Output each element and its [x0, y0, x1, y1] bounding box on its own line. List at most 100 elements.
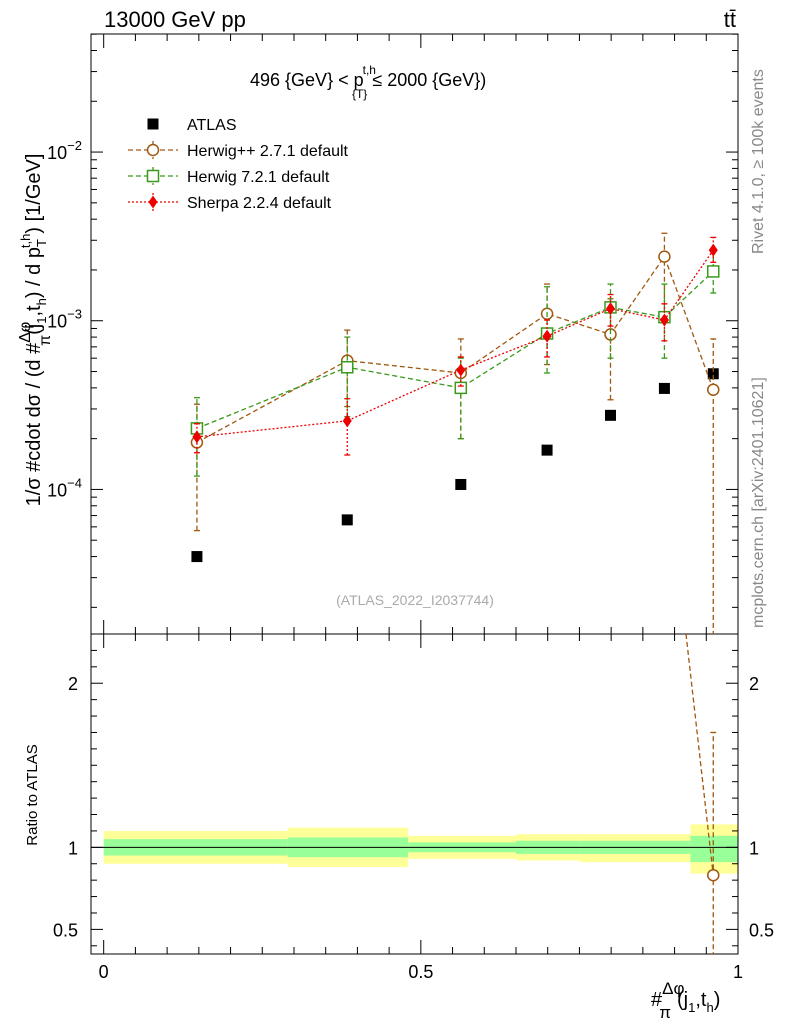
main-y-tick-exp: −4: [67, 475, 82, 490]
ylabel-e-sup: t,h: [18, 234, 33, 248]
main-y-tick-base: 10: [47, 480, 67, 500]
xlabel-b-sub: 1: [688, 1000, 695, 1015]
ratio-y-axis-ticks: 0.5 0.5 1 1 2 2: [53, 649, 774, 947]
point-atlas-1: [341, 514, 353, 526]
legend-item-herwigpp: Herwig++ 2.7.1 default: [128, 141, 349, 160]
xlabel-frac-num: Δφ: [662, 979, 684, 998]
legend-marker-herwig7: [146, 169, 160, 183]
legend-marker-herwigpp: [146, 143, 160, 157]
series-herwigpp: [190, 232, 720, 634]
point-sherpa-5: [659, 313, 669, 327]
ylabel-part-f: ) [1/GeV]: [23, 154, 45, 234]
ylabel-b-sub: 1: [34, 317, 49, 324]
point-herwig7-1: [341, 361, 354, 374]
main-y-tick-label-0: 10−4: [47, 475, 82, 500]
point-atlas-2: [455, 478, 467, 490]
ylabel-c-sub: h: [34, 298, 49, 305]
point-atlas-3: [541, 444, 553, 456]
x-tick-label-1: 0.5: [408, 962, 433, 982]
main-y-tick-label-1: 10−3: [47, 307, 82, 332]
ratio-y-tick-label-left-1: 1: [68, 838, 78, 858]
legend-label-herwig7: Herwig 7.2.1 default: [187, 169, 330, 186]
xlabel-c-sub: h: [706, 1000, 713, 1015]
ylabel-part-d: ) / d p: [23, 247, 45, 298]
xlabel-part-a: #: [651, 989, 663, 1011]
ratio-y-tick-label-right-0: 0.5: [749, 920, 774, 940]
point-sherpa-3: [542, 329, 552, 343]
line-herwig7: [196, 270, 714, 430]
x-tick-label-0: 0: [99, 962, 109, 982]
xlabel-part-b: (j: [677, 989, 688, 1011]
ratio-uncertainty-bands: [103, 824, 738, 874]
point-herwigpp-5: [658, 250, 671, 263]
ratio-y-tick-label-left-2: 2: [68, 674, 78, 694]
plot-title-pre: 496 {GeV} < p: [250, 70, 364, 90]
legend-label-sherpa: Sherpa 2.2.4 default: [187, 195, 332, 212]
energy-label: 13000 GeV pp: [104, 7, 246, 32]
process-label: tt̄: [724, 7, 736, 32]
plot-title-sub: {T}: [352, 87, 367, 101]
ylabel-frac-num: Δφ: [17, 322, 34, 343]
point-sherpa-4: [606, 302, 616, 316]
x-axis-label: #Δφ π (j1,th): [651, 979, 720, 1022]
ratio-y-tick-label-right-2: 2: [749, 674, 759, 694]
band-inner-6: [690, 835, 738, 863]
point-atlas-4: [605, 409, 617, 421]
main-y-tick-label-2: 10−2: [47, 138, 82, 163]
point-herwig7-6: [707, 265, 720, 278]
ratio-y-axis-label: Ratio to ATLAS: [24, 744, 41, 845]
plot-title-post: ≤ 2000 {GeV}): [367, 70, 486, 90]
xlabel-frac-den: π: [659, 1003, 671, 1022]
xlabel-part-c: ,t: [695, 989, 707, 1011]
ylabel-part-b: (j: [23, 324, 45, 335]
mcplots-label: mcplots.cern.ch [arXiv:2401.10621]: [750, 377, 767, 628]
ylabel-frac-den: π: [37, 335, 54, 346]
main-y-axis-ticks: 10−410−310−2: [47, 33, 738, 608]
analysis-watermark: (ATLAS_2022_I2037744): [336, 592, 494, 608]
ratio-series-herwigpp: [685, 634, 720, 954]
main-data-series: [190, 232, 720, 634]
point-sherpa-6: [708, 243, 718, 257]
ratio-plot-frame: [90, 633, 739, 955]
series-sherpa: [192, 236, 718, 456]
main-y-tick-base: 10: [47, 312, 67, 332]
point-sherpa-2: [456, 363, 466, 377]
main-y-tick-exp: −3: [67, 307, 82, 322]
point-herwigpp-6: [707, 383, 720, 396]
point-sherpa-0: [192, 430, 202, 444]
rivet-version-label: Rivet 4.1.0, ≥ 100k events: [750, 69, 767, 254]
point-herwig7-2: [454, 381, 468, 395]
legend: ATLAS Herwig++ 2.7.1 default Herwig 7.2.1 …: [128, 117, 349, 212]
xlabel-part-d: ): [714, 989, 721, 1011]
point-atlas-6: [707, 368, 719, 380]
ratio-point-herwigpp: [707, 868, 720, 882]
legend-item-sherpa: Sherpa 2.2.4 default: [128, 193, 332, 212]
legend-marker-sherpa: [148, 195, 158, 209]
ratio-data-series: [685, 634, 720, 954]
ylabel-part-a: 1/σ #cdot dσ / (d #: [23, 342, 45, 507]
main-y-axis-label: 1/σ #cdot dσ / (d #Δφ π(j1,th) / d pTt,h)…: [17, 154, 54, 507]
x-tick-label-2: 1: [733, 962, 743, 982]
ratio-y-tick-label-left-0: 0.5: [53, 920, 78, 940]
line-sherpa: [196, 249, 714, 438]
series-atlas: [191, 368, 719, 563]
series-herwig7: [190, 251, 720, 477]
main-y-tick-exp: −2: [67, 138, 82, 153]
plot-title-sup: t,h: [363, 63, 376, 77]
plot-title: 496 {GeV} < pt,h {T} ≤ 2000 {GeV}): [250, 63, 486, 101]
legend-item-herwig7: Herwig 7.2.1 default: [128, 167, 330, 186]
svg-text:1/σ #cdot dσ / (d #Δφπ(j1,th): 1/σ #cdot dσ / (d #Δφ π(j1,th) / d pTt,h)…: [17, 154, 54, 507]
legend-marker-atlas: [147, 118, 159, 130]
ylabel-part-c: ,t: [23, 305, 45, 317]
legend-item-atlas: ATLAS: [147, 117, 237, 134]
line-herwigpp: [196, 255, 714, 443]
ratio-line-herwigpp: [685, 634, 714, 876]
main-y-tick-base: 10: [47, 143, 67, 163]
point-sherpa-1: [342, 414, 352, 428]
legend-label-herwigpp: Herwig++ 2.7.1 default: [187, 143, 349, 160]
ratio-y-tick-label-right-1: 1: [749, 838, 759, 858]
ylabel-e-sub: T: [34, 239, 49, 247]
point-atlas-5: [658, 382, 670, 394]
legend-label-atlas: ATLAS: [187, 117, 237, 134]
